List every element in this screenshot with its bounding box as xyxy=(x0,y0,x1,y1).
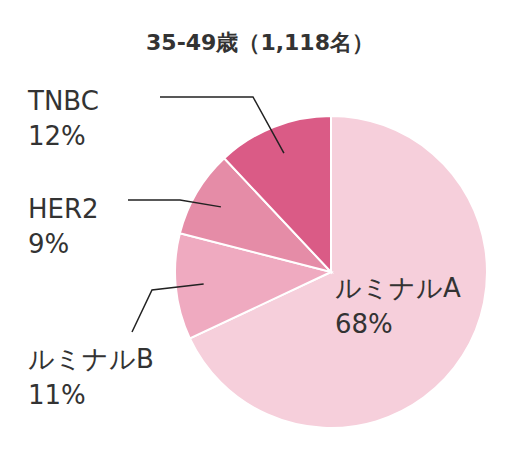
slice-label: ルミナルB xyxy=(28,344,154,374)
data-label: 9% xyxy=(28,229,69,259)
data-label: 12% xyxy=(28,121,86,151)
leader-line xyxy=(132,284,204,332)
slice-label: HER2 xyxy=(28,194,99,224)
leader-line xyxy=(160,97,284,153)
slice xyxy=(224,116,331,272)
data-label: 68% xyxy=(335,309,393,339)
leader-line xyxy=(128,200,221,207)
chart: 35-49歳（1,118名） ルミナルA 68% ルミナルB 11% HER2 9% TNBC… xyxy=(0,0,518,459)
slice-label: TNBC xyxy=(27,86,99,116)
pie xyxy=(175,116,487,428)
data-label: 11% xyxy=(28,380,86,410)
slice-label: ルミナルA xyxy=(335,273,461,303)
title: 35-49歳（1,118名） xyxy=(146,30,374,55)
